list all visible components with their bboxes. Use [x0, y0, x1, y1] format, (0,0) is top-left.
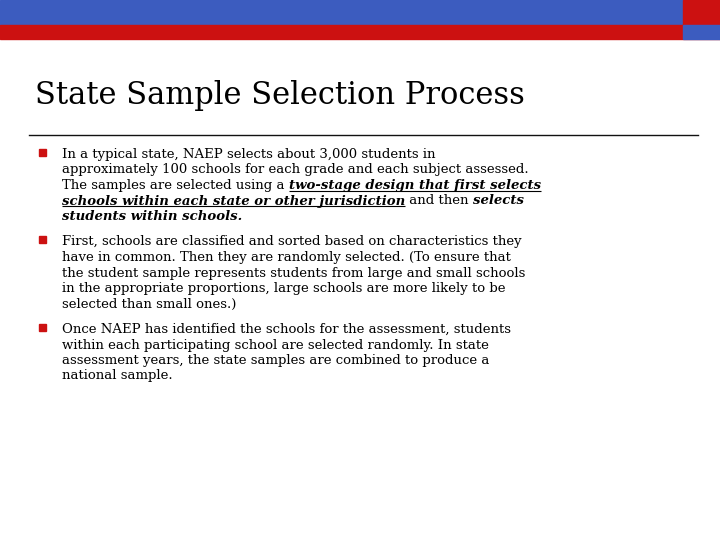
- Text: and then: and then: [405, 194, 473, 207]
- Text: within each participating school are selected randomly. In state: within each participating school are sel…: [62, 339, 489, 352]
- Text: two-stage design that first selects: two-stage design that first selects: [289, 179, 541, 192]
- Bar: [38, 148, 45, 156]
- Text: in the appropriate proportions, large schools are more likely to be: in the appropriate proportions, large sc…: [62, 282, 505, 295]
- Text: selects: selects: [473, 194, 524, 207]
- Text: the student sample represents students from large and small schools: the student sample represents students f…: [62, 267, 526, 280]
- Text: Once NAEP has identified the schools for the assessment, students: Once NAEP has identified the schools for…: [62, 323, 511, 336]
- Text: have in common. Then they are randomly selected. (To ensure that: have in common. Then they are randomly s…: [62, 251, 511, 264]
- Text: approximately 100 schools for each grade and each subject assessed.: approximately 100 schools for each grade…: [62, 164, 528, 177]
- Text: national sample.: national sample.: [62, 369, 173, 382]
- Text: selected than small ones.): selected than small ones.): [62, 298, 236, 310]
- Text: assessment years, the state samples are combined to produce a: assessment years, the state samples are …: [62, 354, 490, 367]
- Text: students within schools.: students within schools.: [62, 210, 242, 223]
- Text: In a typical state, NAEP selects about 3,000 students in: In a typical state, NAEP selects about 3…: [62, 148, 436, 161]
- Text: schools within each state or other jurisdiction: schools within each state or other juris…: [62, 194, 405, 207]
- Text: State Sample Selection Process: State Sample Selection Process: [35, 80, 525, 111]
- Text: First, schools are classified and sorted based on characteristics they: First, schools are classified and sorted…: [62, 235, 521, 248]
- Bar: [38, 236, 45, 243]
- Bar: [38, 323, 45, 330]
- Text: The samples are selected using a: The samples are selected using a: [62, 179, 289, 192]
